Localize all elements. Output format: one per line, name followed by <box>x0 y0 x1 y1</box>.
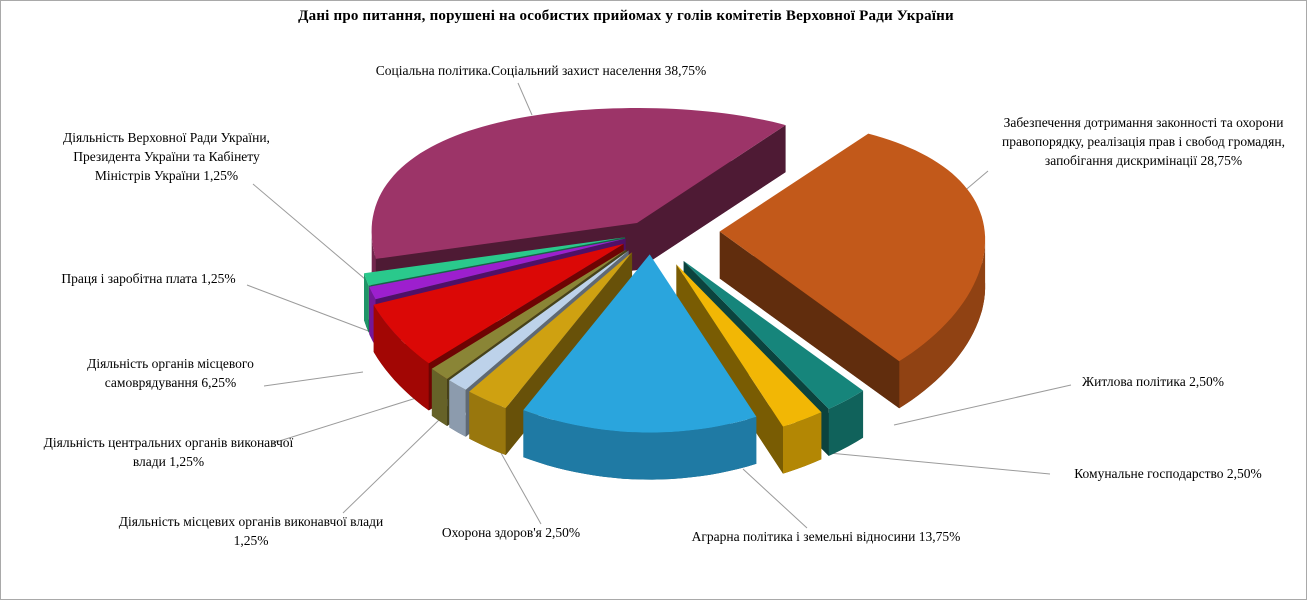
leader-line-7 <box>272 393 430 444</box>
callout-agrarian-policy: Аграрна політика і земельні відносини 13… <box>691 529 961 544</box>
leader-line-2 <box>893 384 1072 426</box>
pie-slice-3-rim <box>783 412 822 474</box>
pie-slice-6-rim <box>449 380 466 437</box>
leader-line-4 <box>742 468 808 529</box>
callout-local-self-government: Діяльність органів місцевого самоврядува… <box>87 356 254 390</box>
pie-slice-1-top <box>719 133 986 362</box>
pie-slice-6-top <box>449 250 629 390</box>
pie-slice-2-rim <box>828 390 864 456</box>
pie-slice-0-wall-end <box>637 125 786 270</box>
pie-slice-3-top <box>676 264 822 427</box>
pie-slice-7-rim <box>431 368 448 426</box>
callout-healthcare: Охорона здоров'я 2,50% <box>441 525 581 540</box>
pie-slices <box>364 108 986 480</box>
leader-line-9 <box>246 284 372 333</box>
callout-law-and-order: Забезпечення дотримання законності та ох… <box>1002 115 1285 168</box>
pie-slice-4-rim <box>523 410 757 480</box>
callout-social-policy: Соціальна політика.Соціальний захист нас… <box>375 63 707 78</box>
callout-labor-and-wages: Праця і заробітна плата 1,25% <box>61 271 236 286</box>
pie-slice-5-rim <box>469 391 506 455</box>
pie-slice-10-top <box>364 237 626 286</box>
callout-verkhovna-rada-activity: Діяльність Верховної Ради України, Прези… <box>63 130 270 183</box>
pie-slice-10-rim <box>364 273 369 333</box>
leader-line-5 <box>500 452 542 525</box>
chart-title: Дані про питання, порушені на особистих … <box>298 8 954 24</box>
pie-slice-1-wall-end <box>719 231 900 409</box>
callout-local-executive-bodies: Діяльність місцевих органів виконавчої в… <box>118 514 384 548</box>
leader-line-8 <box>263 371 364 387</box>
leader-line-0 <box>517 82 533 116</box>
pie-slice-7-top <box>431 249 627 379</box>
pie-slice-0-top <box>371 108 786 259</box>
pie-slice-9-top <box>369 238 626 300</box>
callout-communal-services: Комунальне господарство 2,50% <box>1074 466 1262 481</box>
pie-slice-8-top <box>373 243 624 364</box>
pie-slice-1-rim <box>899 236 986 409</box>
callout-housing-policy: Житлова політика 2,50% <box>1082 374 1224 389</box>
pie-slice-2-top <box>683 260 864 409</box>
leader-line-6 <box>342 417 442 514</box>
pie-slice-8-rim <box>373 304 429 411</box>
leader-line-3 <box>828 452 1051 475</box>
pie-slice-5-top <box>469 252 633 408</box>
callout-central-executive-bodies: Діяльність центральних органів виконавчо… <box>43 435 294 469</box>
pie-slice-4-top <box>523 254 757 433</box>
